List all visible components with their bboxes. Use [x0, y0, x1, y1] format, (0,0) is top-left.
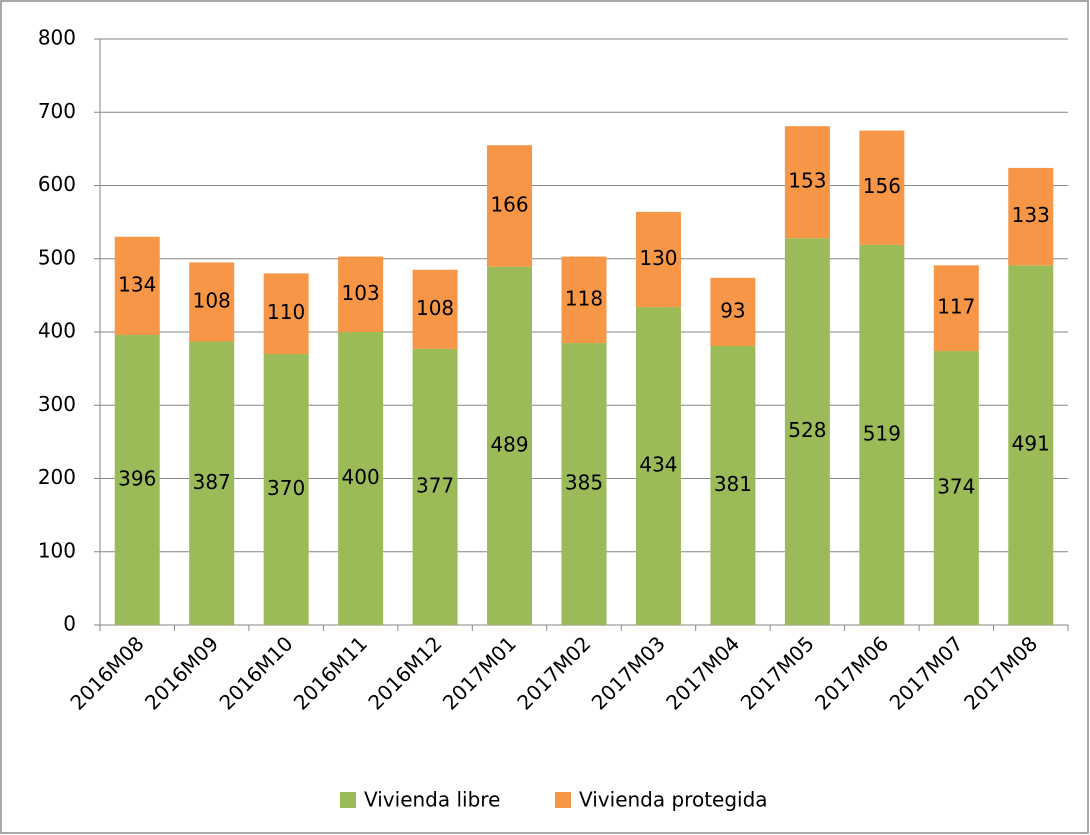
data-label: 108: [416, 296, 454, 320]
data-label: 374: [937, 475, 975, 499]
y-tick-label: 800: [38, 26, 76, 50]
data-label: 434: [639, 453, 677, 477]
bar-segment: [263, 273, 309, 354]
bar-segment: [784, 126, 830, 239]
bar-segment: [338, 332, 384, 625]
legend-swatch: [555, 792, 571, 808]
bar-segment: [710, 345, 756, 625]
data-label: 377: [416, 473, 454, 497]
data-label: 396: [118, 466, 156, 490]
data-label: 156: [863, 174, 901, 198]
data-label: 93: [720, 298, 745, 322]
data-label: 134: [118, 272, 156, 296]
data-label: 133: [1012, 203, 1050, 227]
data-label: 118: [565, 286, 603, 310]
y-tick-label: 300: [38, 392, 76, 416]
bar-segment: [189, 341, 235, 625]
bar-segment: [635, 307, 681, 625]
bar-segment: [859, 244, 905, 625]
data-label: 153: [788, 169, 826, 193]
data-label: 108: [193, 288, 231, 312]
data-label: 519: [863, 421, 901, 445]
y-tick-label: 700: [38, 99, 76, 123]
data-label: 166: [490, 193, 528, 217]
bar-segment: [784, 238, 830, 626]
bar-segment: [561, 342, 607, 625]
bar-segment: [1008, 265, 1054, 625]
y-tick-label: 0: [63, 612, 76, 636]
bar-segment: [487, 266, 533, 625]
legend-label: Vivienda libre: [364, 788, 500, 812]
bar-segment: [635, 211, 681, 308]
bar-segment: [338, 256, 384, 332]
legend-label: Vivienda protegida: [579, 788, 768, 812]
data-label: 370: [267, 476, 305, 500]
bar-segment: [710, 277, 756, 346]
data-label: 528: [788, 418, 826, 442]
data-label: 117: [937, 295, 975, 319]
data-label: 381: [714, 472, 752, 496]
y-tick-label: 100: [38, 538, 76, 562]
bar-segment: [114, 236, 160, 335]
bar-segment: [1008, 167, 1054, 266]
data-label: 491: [1012, 432, 1050, 456]
y-tick-label: 600: [38, 172, 76, 196]
y-tick-label: 500: [38, 245, 76, 269]
bar-segment: [412, 348, 458, 625]
bar-segment: [561, 256, 607, 343]
data-label: 385: [565, 470, 603, 494]
data-label: 400: [342, 465, 380, 489]
data-label: 489: [490, 432, 528, 456]
y-tick-label: 200: [38, 465, 76, 489]
data-label: 130: [639, 246, 677, 270]
bar-segment: [189, 262, 235, 342]
y-tick-label: 400: [38, 319, 76, 343]
data-label: 103: [342, 281, 380, 305]
bar-segment: [933, 351, 979, 625]
bar-segment: [114, 334, 160, 625]
data-label: 110: [267, 300, 305, 324]
bar-segment: [859, 130, 905, 245]
data-label: 387: [193, 470, 231, 494]
legend-swatch: [340, 792, 356, 808]
bar-segment: [933, 265, 979, 352]
bar-segment: [412, 269, 458, 349]
bar-segment: [487, 145, 533, 267]
bar-segment: [263, 353, 309, 625]
